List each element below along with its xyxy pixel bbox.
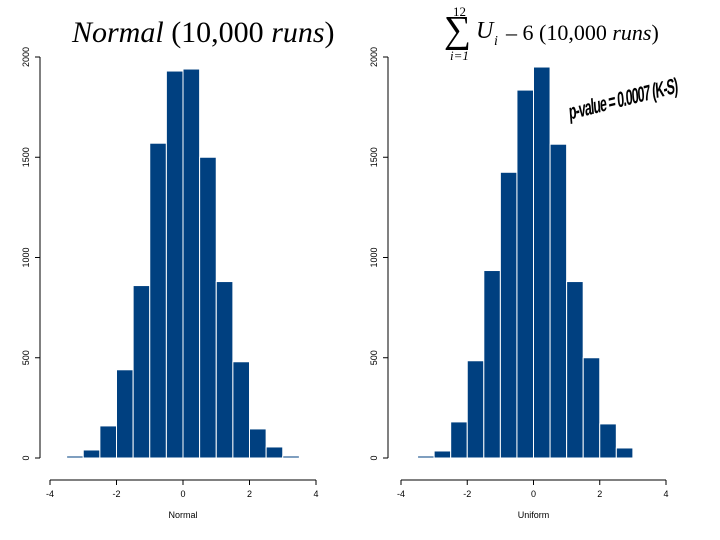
title-normal-word: Normal: [72, 16, 164, 49]
uniform-bar-2: [450, 421, 468, 459]
uniform-x-tick-label: 2: [597, 489, 602, 499]
normal-bar-1: [82, 449, 101, 459]
uniform-bar-3: [466, 360, 485, 459]
normal-y-tick-label: 2000: [21, 47, 31, 67]
uniform-bar-6: [516, 89, 534, 459]
title-normal-count: (10,000: [171, 16, 272, 49]
title-uniform-close: ): [651, 20, 659, 45]
normal-x-tick-label: 2: [247, 489, 252, 499]
sum-lower-limit: i=1: [450, 48, 469, 63]
normal-bar-8: [199, 156, 217, 459]
normal-bar-7: [182, 68, 201, 459]
normal-y-tick-label: 0: [21, 455, 31, 460]
title-uniform-runs: runs: [612, 20, 652, 45]
uniform-bar-9: [566, 281, 584, 459]
normal-x-tick-label: 0: [180, 489, 185, 499]
histogram-normal: -4 -2 0 2 4 Normal 0 500 1000 1500 2000: [21, 47, 319, 520]
uniform-bar-1: [433, 450, 452, 459]
uniform-y-tick-label: 1000: [369, 247, 379, 267]
sum-symbol: ∑: [444, 9, 472, 51]
uniform-bar-5: [499, 171, 518, 459]
normal-x-axis-label: Normal: [168, 510, 197, 520]
normal-bar-4: [132, 285, 151, 459]
normal-bar-13: [282, 455, 300, 459]
normal-bar-0: [66, 455, 84, 459]
uniform-bar-0: [417, 455, 435, 459]
uniform-x-tick-label: 0: [531, 489, 536, 499]
normal-bar-3: [116, 369, 134, 459]
uniform-bar-10: [582, 357, 601, 459]
normal-x-tick-label: -2: [112, 489, 120, 499]
histogram-uniform-sum: -4 -2 0 2 4 Uniform 0 500 1000 1500 2000: [369, 47, 669, 520]
uniform-y-tick-label: 2000: [369, 47, 379, 67]
uniform-bar-8: [549, 143, 568, 459]
uniform-bar-4: [483, 270, 501, 459]
normal-bar-6: [165, 70, 184, 459]
sum-variable-subscript: i: [494, 34, 498, 49]
normal-y-tick-label: 500: [21, 350, 31, 365]
normal-bar-9: [215, 281, 234, 459]
title-normal-runs: runs: [271, 16, 325, 49]
uniform-x-tick-label: -4: [397, 489, 405, 499]
uniform-x-tick-label: -2: [463, 489, 471, 499]
normal-bar-5: [149, 142, 167, 459]
uniform-x-tick-label: 4: [663, 489, 668, 499]
sum-variable: U: [476, 18, 494, 44]
uniform-y-tick-label: 500: [369, 350, 379, 365]
title-normal-close: ): [324, 16, 335, 49]
uniform-y-tick-label: 1500: [369, 147, 379, 167]
normal-x-tick-label: -4: [46, 489, 54, 499]
normal-y-tick-label: 1000: [21, 247, 31, 267]
uniform-y-tick-label: 0: [369, 455, 379, 460]
uniform-x-axis-label: Uniform: [518, 510, 550, 520]
normal-bar-10: [232, 361, 250, 459]
uniform-bar-7: [533, 66, 551, 459]
normal-bar-12: [265, 446, 284, 459]
left-plot-title: Normal (10,000 runs): [72, 16, 335, 50]
normal-bar-11: [249, 428, 267, 459]
uniform-bar-11: [599, 423, 617, 459]
normal-x-tick-label: 4: [313, 489, 318, 499]
right-title-tail: – 6 (10,000 runs): [506, 20, 659, 46]
title-uniform-count: – 6 (10,000: [506, 20, 613, 45]
right-plot-title: 12 ∑ i=1 U i – 6 (10,000 runs): [444, 4, 704, 64]
normal-bar-2: [99, 425, 117, 459]
normal-y-tick-label: 1500: [21, 147, 31, 167]
uniform-bar-12: [615, 447, 634, 459]
sum-upper-limit: 12: [453, 4, 466, 19]
